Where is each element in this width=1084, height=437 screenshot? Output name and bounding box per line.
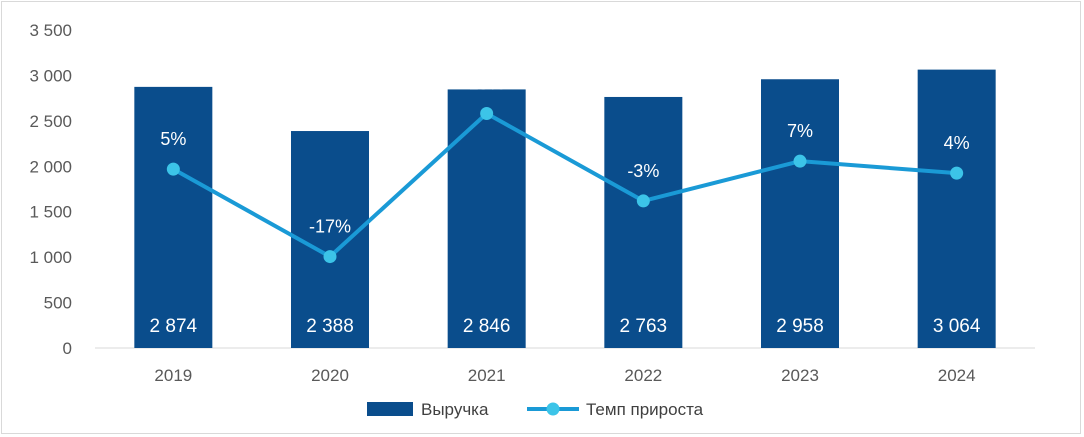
x-axis: 2019 2020 2021 2022 2023 2024 — [154, 366, 975, 385]
x-tick-label: 2024 — [938, 366, 976, 385]
growth-point — [166, 162, 180, 176]
growth-point — [793, 154, 807, 168]
y-tick-label: 3 000 — [29, 66, 72, 85]
x-tick-label: 2019 — [154, 366, 192, 385]
growth-point — [480, 106, 494, 120]
legend-line-marker — [546, 402, 560, 416]
growth-value-label: 5% — [160, 129, 186, 149]
y-tick-label: 2 000 — [29, 157, 72, 176]
bar — [604, 96, 683, 348]
bar-value-label: 2 763 — [620, 316, 668, 337]
growth-point — [323, 250, 337, 264]
bar-value-label: 2 846 — [463, 316, 511, 337]
bars — [134, 69, 996, 349]
y-tick-label: 1 000 — [29, 248, 72, 267]
y-tick-label: 500 — [44, 294, 72, 313]
y-tick-label: 3 500 — [29, 21, 72, 40]
x-tick-label: 2021 — [468, 366, 506, 385]
x-tick-label: 2020 — [311, 366, 349, 385]
growth-value-label: 19% — [469, 73, 505, 93]
legend-bar-swatch — [367, 402, 413, 416]
x-tick-label: 2022 — [624, 366, 662, 385]
bar — [761, 79, 839, 348]
bar — [917, 69, 996, 349]
y-tick-label: 1 500 — [29, 203, 72, 222]
growth-value-label: 7% — [787, 121, 813, 141]
bar-value-label: 2 958 — [776, 316, 824, 337]
y-axis: 0 500 1 000 1 500 2 000 2 500 3 000 3 500 — [29, 21, 72, 358]
y-tick-label: 2 500 — [29, 112, 72, 131]
bar — [291, 131, 369, 348]
bar-value-label: 3 064 — [933, 316, 981, 337]
growth-line-path — [172, 111, 957, 259]
bar — [447, 89, 526, 349]
bar-labels: 2 874 2 388 2 846 2 763 2 958 3 064 — [150, 316, 981, 337]
growth-value-label: -17% — [309, 217, 351, 237]
x-tick-label: 2023 — [781, 366, 819, 385]
growth-line — [166, 106, 964, 264]
growth-value-label: -3% — [627, 161, 659, 181]
bar — [134, 86, 213, 348]
growth-labels: 5% -17% 19% -3% 7% 4% — [160, 73, 969, 236]
growth-point — [636, 194, 650, 208]
growth-value-label: 4% — [944, 133, 970, 153]
bar-value-label: 2 874 — [150, 316, 198, 337]
legend-growth: Темп прироста — [586, 400, 704, 419]
growth-point — [950, 166, 964, 180]
y-tick-label: 0 — [63, 339, 72, 358]
bar-value-label: 2 388 — [306, 316, 354, 337]
legend-revenue: Выручка — [421, 400, 489, 419]
legend: Выручка Темп прироста — [367, 400, 704, 419]
